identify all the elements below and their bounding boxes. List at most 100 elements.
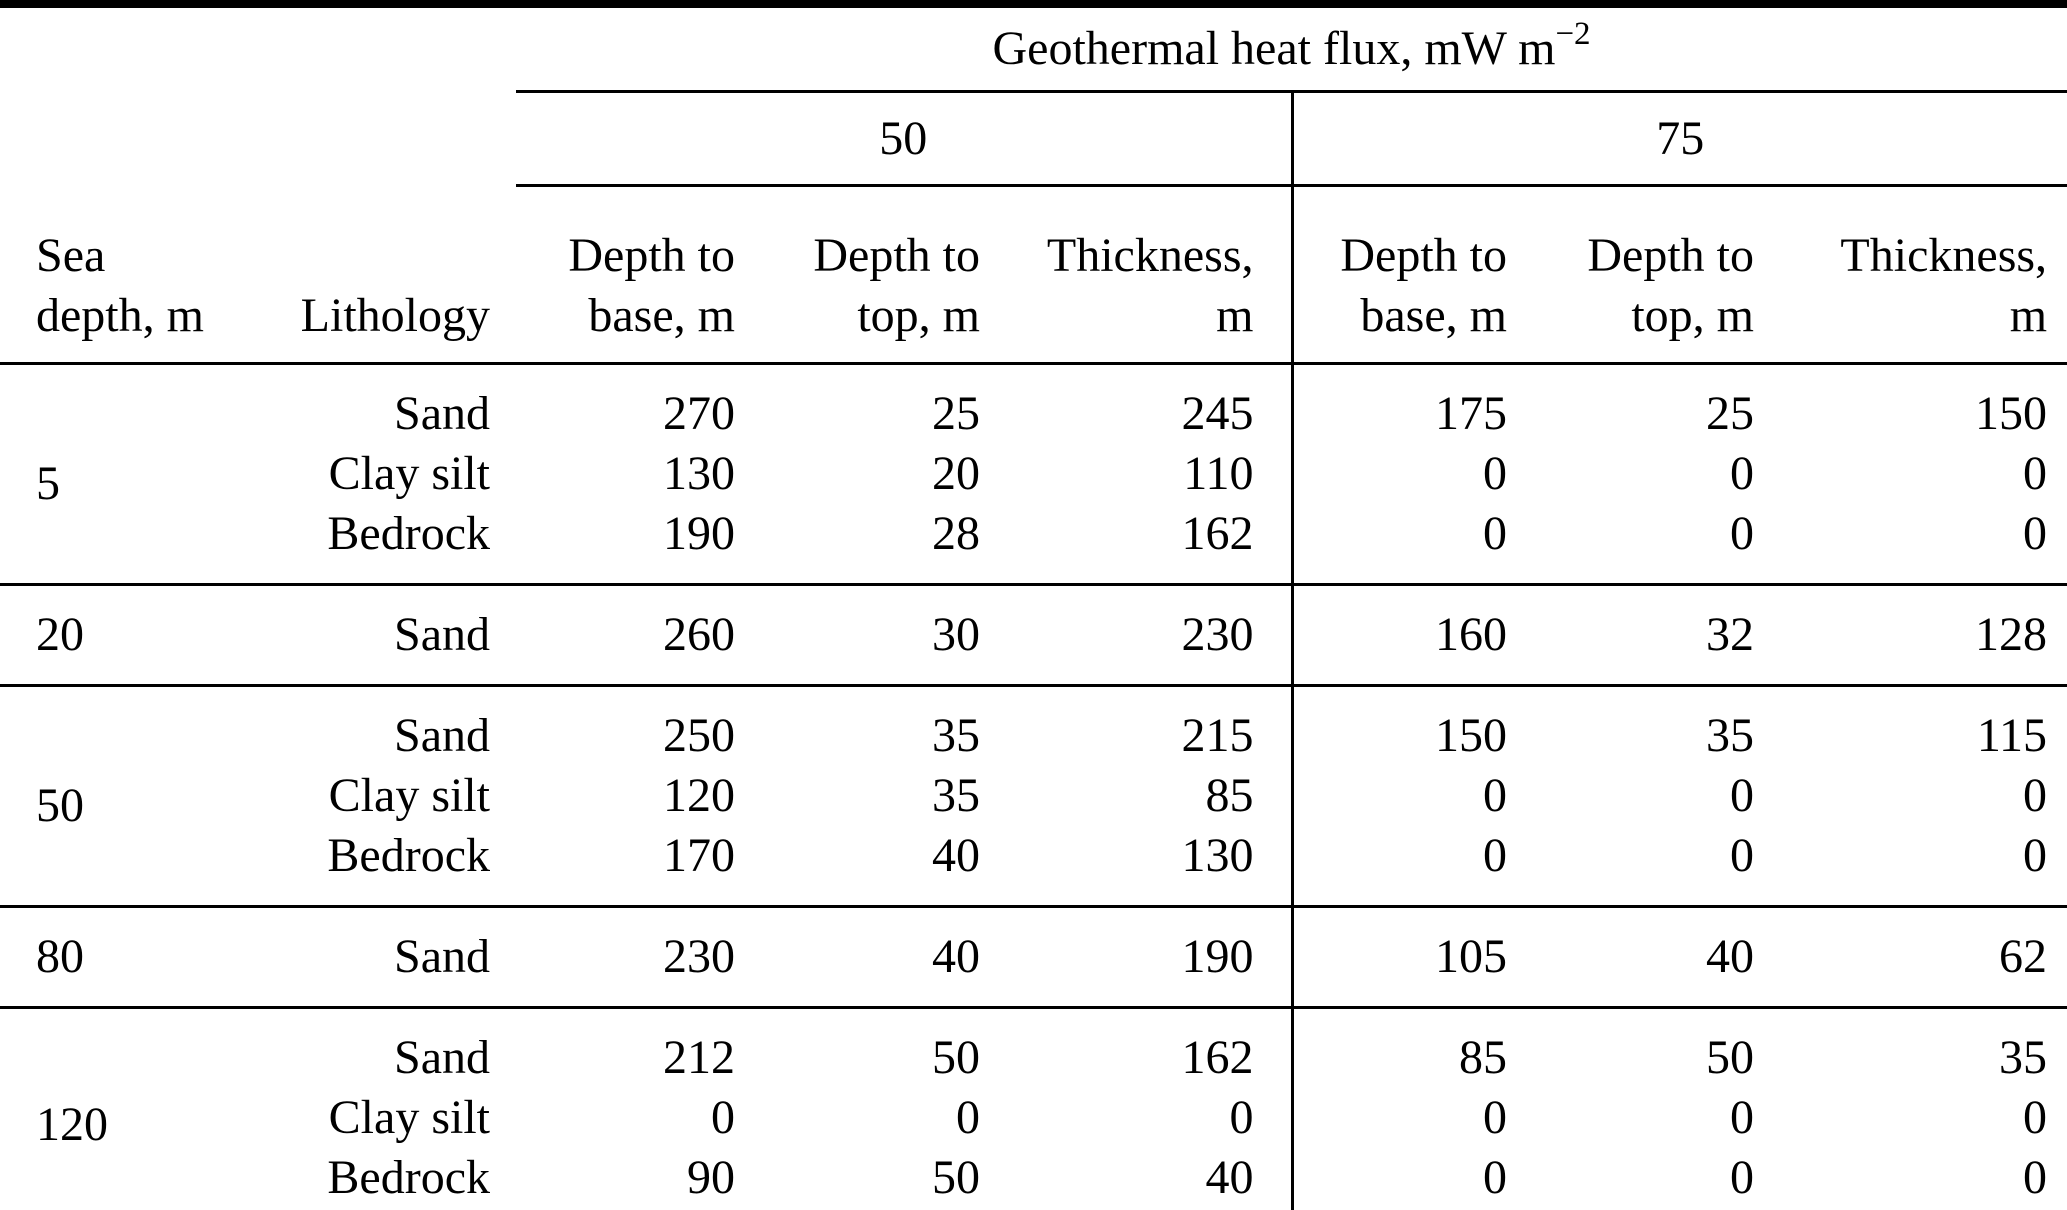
value-cell: 245 — [980, 362, 1294, 444]
col-header-line: m — [1216, 289, 1254, 342]
col-header-line: Thickness, — [1840, 229, 2048, 282]
lithology-cell: Bedrock — [327, 829, 490, 882]
value-cell: 190 — [980, 905, 1294, 1008]
lithology-cell: Sand — [200, 684, 516, 766]
value-cell: 0 — [2023, 1091, 2048, 1144]
value-cell: 0 — [2023, 769, 2048, 822]
col-header-line: Sea — [36, 229, 106, 282]
value-cell: 0 — [1483, 769, 1507, 822]
sea-depth-group: 50 Sand 250 35 215 150 35 115 Clay silt 120 35 85 0 0… — [0, 684, 2067, 907]
value-cell: 230 — [516, 905, 735, 1008]
table-row: 50 Sand 250 35 215 150 35 115 — [0, 684, 2067, 907]
flux-level-header-50: 50 — [516, 91, 1294, 187]
value-cell: 170 — [663, 829, 735, 882]
col-header-line: Depth to — [568, 229, 735, 282]
value-cell: 0 — [956, 1091, 980, 1144]
sea-depth-cell: 50 — [0, 684, 200, 907]
value-cell: 40 — [1507, 905, 1754, 1008]
value-cell: 0 — [2023, 507, 2048, 560]
lithology-cell: Bedrock — [327, 507, 490, 560]
col-header-line: depth, m — [36, 289, 204, 342]
table-row: Clay silt 0 0 0 0 0 0 — [0, 1088, 2067, 1148]
sea-depth-cell: 120 — [0, 1006, 200, 1210]
col-header-sea-depth: Sea depth, m — [0, 185, 204, 365]
sea-depth-group: 5 Sand 270 25 245 175 25 150 Clay silt 130 20 110 0 0… — [0, 362, 2067, 585]
sea-depth-cell: 5 — [0, 362, 200, 585]
value-cell: 0 — [1730, 1091, 1754, 1144]
col-header-depth-to-base-50: Depth to base, m — [516, 185, 735, 365]
sea-depth-group: 20 Sand 260 30 230 160 32 128 — [0, 583, 2067, 686]
lithology-cell: Clay silt — [328, 769, 490, 822]
value-cell: 0 — [1507, 1148, 1754, 1210]
value-cell: 62 — [1754, 905, 2067, 1008]
value-cell: 130 — [980, 826, 1294, 907]
lithology-cell: Sand — [200, 583, 516, 686]
col-header-thickness-75: Thickness, m — [1754, 185, 2067, 365]
value-cell: 175 — [1292, 362, 1507, 444]
value-cell: 270 — [516, 362, 735, 444]
col-header-depth-to-top-75: Depth to top, m — [1507, 185, 1754, 365]
value-cell: 30 — [735, 583, 980, 686]
value-cell: 212 — [516, 1006, 735, 1088]
table-row: 80 Sand 230 40 190 105 40 62 — [0, 905, 2067, 1008]
value-cell: 40 — [932, 829, 980, 882]
value-cell: 35 — [932, 769, 980, 822]
col-header-line: Depth to — [1340, 229, 1507, 282]
value-cell: 0 — [1754, 1148, 2067, 1210]
value-cell: 25 — [1507, 362, 1754, 444]
table-row: Clay silt 120 35 85 0 0 0 — [0, 766, 2067, 826]
value-cell: 150 — [1292, 684, 1507, 766]
lithology-cell: Clay silt — [328, 447, 490, 500]
value-cell: 85 — [1292, 1006, 1507, 1088]
value-cell: 25 — [735, 362, 980, 444]
col-header-depth-to-base-75: Depth to base, m — [1292, 185, 1507, 365]
value-cell: 0 — [1292, 1148, 1507, 1210]
sea-depth-cell: 80 — [0, 905, 200, 1008]
value-cell: 150 — [1754, 362, 2067, 444]
value-cell: 230 — [980, 583, 1294, 686]
lithology-cell: Sand — [200, 362, 516, 444]
col-header-depth-to-top-50: Depth to top, m — [735, 185, 980, 365]
value-cell: 50 — [735, 1148, 980, 1210]
value-cell: 0 — [1730, 769, 1754, 822]
table-header: Geothermal heat flux, mW m−2 50 75 Sea de… — [0, 8, 2067, 365]
value-cell: 0 — [1730, 507, 1754, 560]
col-header-line: m — [2009, 289, 2048, 342]
heat-flux-label: Geothermal heat flux, mW m — [992, 22, 1556, 75]
value-cell: 0 — [1483, 1091, 1507, 1144]
value-cell: 105 — [1292, 905, 1507, 1008]
value-cell: 0 — [711, 1091, 735, 1144]
header-spacer — [0, 8, 516, 92]
table-row: Bedrock 170 40 130 0 0 0 — [0, 826, 2067, 907]
value-cell: 50 — [735, 1006, 980, 1088]
sea-depth-cell: 20 — [0, 583, 200, 686]
value-cell: 0 — [2023, 829, 2048, 882]
value-cell: 90 — [516, 1148, 735, 1210]
value-cell: 260 — [516, 583, 735, 686]
value-cell: 130 — [663, 447, 735, 500]
table-row: 5 Sand 270 25 245 175 25 150 — [0, 362, 2067, 585]
value-cell: 20 — [932, 447, 980, 500]
value-cell: 162 — [980, 1006, 1294, 1088]
value-cell: 115 — [1754, 684, 2067, 766]
value-cell: 0 — [1483, 447, 1507, 500]
value-cell: 110 — [980, 444, 1294, 504]
col-header-thickness-50: Thickness, m — [980, 185, 1294, 365]
lithology-cell: Clay silt — [328, 1091, 490, 1144]
value-cell: 190 — [663, 507, 735, 560]
value-cell: 28 — [932, 507, 980, 560]
col-header-line: base, m — [588, 289, 735, 342]
table-row: Clay silt 130 20 110 0 0 0 — [0, 444, 2067, 504]
table-row: Bedrock 90 50 40 0 0 0 — [0, 1148, 2067, 1210]
value-cell: 85 — [980, 766, 1294, 826]
column-header-row: Sea depth, m Lithology Depth to base, m De… — [0, 185, 2067, 365]
table-row: Bedrock 190 28 162 0 0 0 — [0, 504, 2067, 585]
value-cell: 35 — [1754, 1006, 2067, 1088]
value-cell: 40 — [980, 1148, 1294, 1210]
header-spacer — [0, 92, 516, 186]
lithology-cell: Sand — [200, 905, 516, 1008]
col-header-line: Thickness, — [1046, 229, 1254, 282]
value-cell: 40 — [735, 905, 980, 1008]
value-cell: 0 — [1483, 507, 1507, 560]
